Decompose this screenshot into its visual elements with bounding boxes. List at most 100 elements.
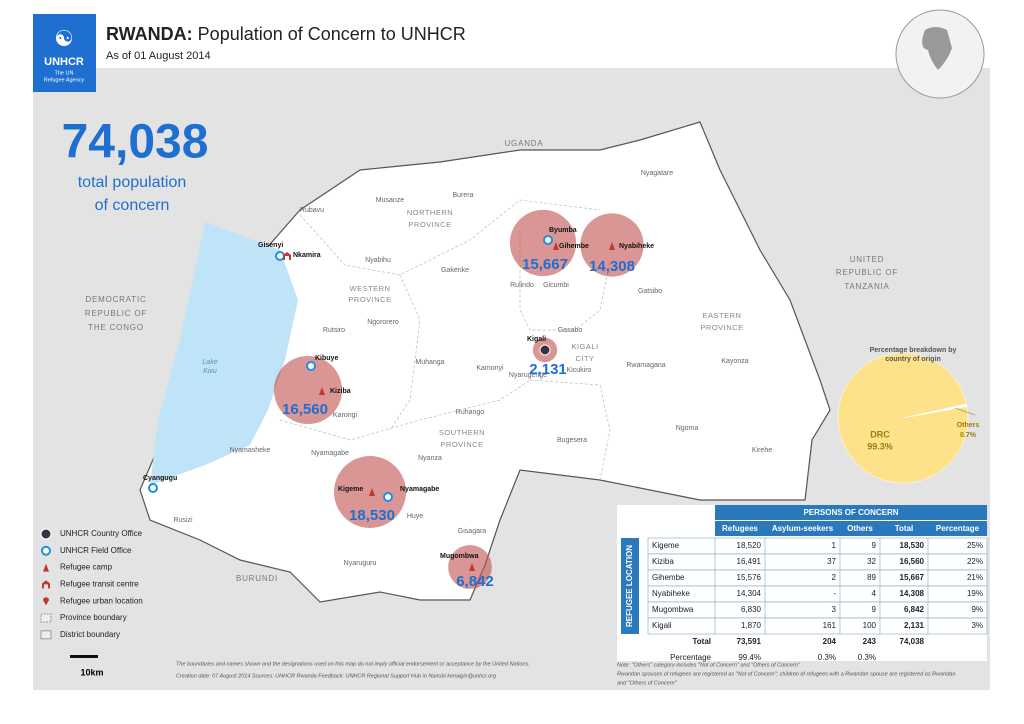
map-label: Kiziba bbox=[330, 388, 351, 395]
province-key bbox=[40, 613, 52, 623]
table-cell: 4 bbox=[872, 589, 877, 598]
transit-centre bbox=[42, 580, 50, 589]
map-label: Kamonyi bbox=[476, 365, 504, 372]
map-label: Nyanza bbox=[418, 455, 442, 462]
province-boundaries bbox=[279, 199, 611, 481]
map-label: Rubavu bbox=[300, 207, 324, 214]
table-cell: 14,304 bbox=[737, 589, 762, 598]
map-label: REPUBLIC OF bbox=[836, 268, 898, 277]
legend-label: District boundary bbox=[60, 630, 120, 639]
map-label: NORTHERN bbox=[407, 208, 453, 217]
footer-note: Creation date: 07 August 2014 Sources: U… bbox=[176, 673, 497, 679]
table-cell: 32 bbox=[867, 557, 876, 566]
bubble-label: 16,560 bbox=[282, 401, 328, 418]
map-label: Nyamasheke bbox=[230, 447, 271, 454]
map-label: Rwamagana bbox=[626, 362, 665, 369]
pie-label: DRC bbox=[870, 429, 890, 439]
map-label: Cyangugu bbox=[143, 475, 177, 482]
field-office bbox=[148, 483, 158, 493]
footer-note: The boundaries and names shown and the d… bbox=[176, 661, 530, 667]
table-row bbox=[647, 553, 988, 571]
table-cell: 89 bbox=[867, 573, 876, 582]
camp bbox=[319, 387, 325, 395]
map-label: Kirehe bbox=[752, 447, 772, 454]
legend-label: UNHCR Country Office bbox=[60, 529, 143, 538]
side-label: REFUGEE LOCATION bbox=[625, 545, 634, 627]
map-label: CITY bbox=[575, 354, 594, 363]
map-label: UNITED bbox=[850, 255, 885, 264]
legend-label: Refugee transit centre bbox=[60, 580, 139, 589]
camp bbox=[553, 242, 559, 250]
title: RWANDA: Population of Concern to UNHCR bbox=[106, 24, 466, 44]
map-label: PROVINCE bbox=[408, 220, 451, 229]
map-label: Gakenke bbox=[441, 267, 469, 274]
legend-label: Refugee camp bbox=[60, 563, 113, 572]
field-office bbox=[383, 492, 393, 502]
scale-bar bbox=[70, 655, 98, 658]
map-label: Muhanga bbox=[415, 359, 444, 366]
urban-location bbox=[43, 597, 49, 606]
table-cell: 2,131 bbox=[904, 621, 925, 630]
table-cell: Kigeme bbox=[652, 541, 680, 550]
pie-value: 0.7% bbox=[960, 432, 977, 439]
table-cell: Kiziba bbox=[652, 557, 674, 566]
table-cell: 15,667 bbox=[900, 573, 925, 582]
field-office bbox=[275, 251, 285, 261]
pie-leader bbox=[954, 407, 976, 416]
map-label: Kigali bbox=[527, 336, 546, 343]
map-label: SOUTHERN bbox=[439, 428, 485, 437]
field-office bbox=[41, 545, 51, 556]
district-key bbox=[40, 630, 52, 640]
map-label: DEMOCRATIC bbox=[85, 295, 146, 304]
map-label: Huye bbox=[407, 513, 423, 520]
total-caption: total population bbox=[78, 174, 187, 191]
table-cell: Nyabiheke bbox=[652, 589, 690, 598]
total-cell: 73,591 bbox=[737, 637, 762, 646]
map-label: Nyagatare bbox=[641, 170, 673, 177]
table-cell: 16,491 bbox=[737, 557, 762, 566]
table-cell: 22% bbox=[967, 557, 983, 566]
map-label: Rulindo bbox=[510, 282, 534, 289]
map-label: Musanze bbox=[376, 197, 405, 204]
table-cell: 37 bbox=[827, 557, 836, 566]
map-label: Kayonza bbox=[721, 358, 748, 365]
legend-label: UNHCR Field Office bbox=[60, 546, 132, 555]
map-label: Ngoma bbox=[676, 425, 699, 432]
table-cell: 18,530 bbox=[900, 541, 925, 550]
map-label: Kivu bbox=[203, 368, 217, 375]
legend-label: Province boundary bbox=[60, 613, 127, 622]
column-header: Asylum-seekers bbox=[772, 524, 834, 533]
table-header-bar bbox=[715, 521, 987, 536]
map-label: Kicukiro bbox=[567, 367, 592, 374]
map-label: REPUBLIC OF bbox=[85, 309, 147, 318]
date: As of 01 August 2014 bbox=[106, 50, 211, 62]
map-label: PROVINCE bbox=[440, 440, 483, 449]
table-cell: 3% bbox=[971, 621, 983, 630]
total-cell: 204 bbox=[823, 637, 837, 646]
lake-kivu bbox=[150, 222, 298, 485]
percentage-cell: Percentage bbox=[670, 653, 711, 662]
table-title-bar bbox=[715, 505, 987, 520]
map-label: Rusizi bbox=[173, 517, 193, 524]
map-label: Gasabo bbox=[558, 327, 583, 334]
table-cell: Gihembe bbox=[652, 573, 685, 582]
camp bbox=[609, 242, 615, 250]
map-label: Burera bbox=[452, 192, 473, 199]
table-cell: 100 bbox=[863, 621, 877, 630]
bubble-label: 6,842 bbox=[456, 573, 494, 590]
table-row bbox=[647, 569, 988, 587]
bubble-label: 15,667 bbox=[522, 256, 568, 273]
column-header: Percentage bbox=[936, 524, 980, 533]
logo-sub: The UN bbox=[55, 70, 74, 76]
table-cell: 18,520 bbox=[737, 541, 762, 550]
map-label: THE CONGO bbox=[88, 323, 144, 332]
bubble bbox=[273, 355, 343, 425]
pie-title: Percentage breakdown by bbox=[870, 347, 957, 354]
table-cell: 3 bbox=[832, 605, 837, 614]
map-label: EASTERN bbox=[703, 311, 742, 320]
rwanda bbox=[139, 121, 831, 603]
map-label: Lake bbox=[202, 359, 217, 366]
table-row bbox=[647, 585, 988, 603]
map-label: Karongi bbox=[333, 412, 358, 419]
